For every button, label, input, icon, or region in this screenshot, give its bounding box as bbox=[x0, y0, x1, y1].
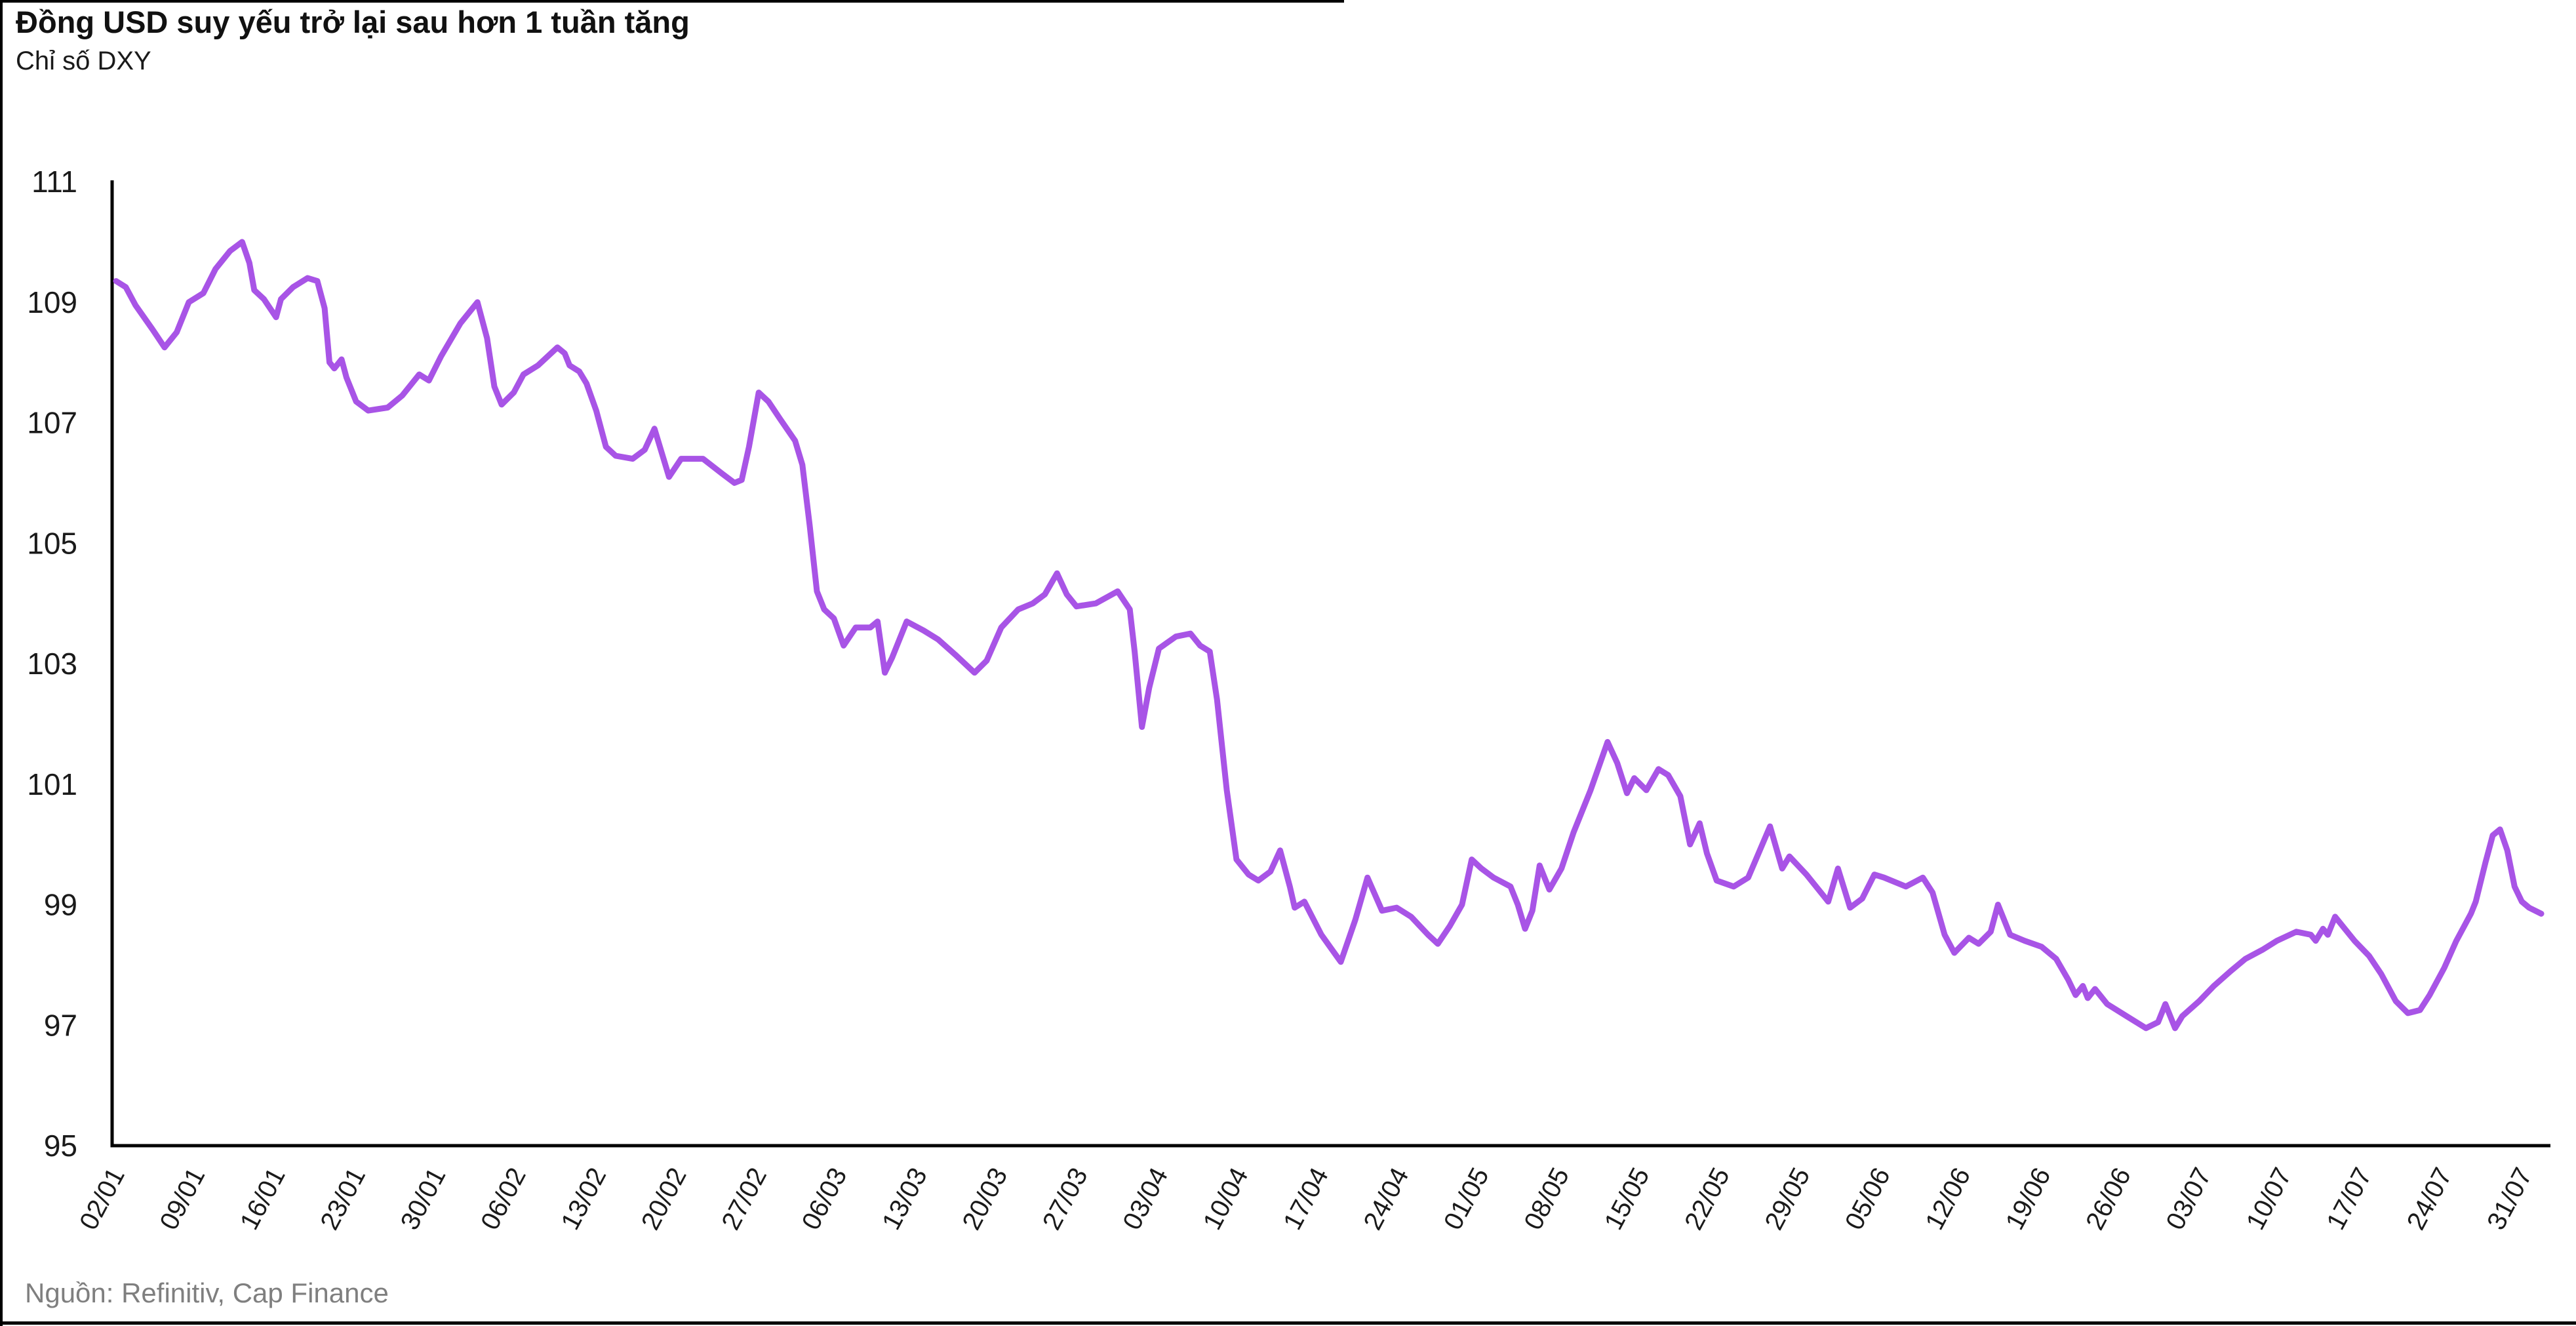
x-tick-label-24-04: 24/04 bbox=[1358, 1163, 1414, 1235]
x-tick-label-22-05: 22/05 bbox=[1679, 1163, 1735, 1235]
source-credit: Nguồn: Refinitiv, Cap Finance bbox=[25, 1277, 389, 1308]
x-tick-label-29-05: 29/05 bbox=[1759, 1163, 1815, 1235]
x-tick-label-16-01: 16/01 bbox=[235, 1163, 291, 1235]
x-tick-label-20-02: 20/02 bbox=[636, 1163, 692, 1235]
x-tick-label-12-06: 12/06 bbox=[1920, 1163, 1976, 1235]
frame-left-rule bbox=[0, 0, 3, 1326]
x-tick-label-03-04: 03/04 bbox=[1117, 1163, 1174, 1235]
x-tick-label-06-02: 06/02 bbox=[475, 1163, 532, 1235]
x-tick-label-13-03: 13/03 bbox=[877, 1163, 933, 1235]
frame-bottom-rule bbox=[0, 1321, 2576, 1325]
x-tick-label-13-02: 13/02 bbox=[555, 1163, 612, 1235]
x-tick-label-17-07: 17/07 bbox=[2321, 1163, 2377, 1235]
y-tick-label-97: 97 bbox=[44, 1008, 77, 1042]
y-tick-label-103: 103 bbox=[27, 647, 77, 681]
x-tick-label-19-06: 19/06 bbox=[2000, 1163, 2057, 1235]
x-tick-label-27-02: 27/02 bbox=[716, 1163, 772, 1235]
x-tick-label-17-04: 17/04 bbox=[1278, 1163, 1334, 1235]
chart-subtitle: Chỉ số DXY bbox=[16, 47, 151, 75]
x-tick-label-05-06: 05/06 bbox=[1840, 1163, 1896, 1235]
x-tick-label-02-01: 02/01 bbox=[74, 1163, 130, 1235]
x-tick-label-06-03: 06/03 bbox=[797, 1163, 853, 1235]
x-tick-label-01-05: 01/05 bbox=[1438, 1163, 1495, 1235]
y-tick-label-105: 105 bbox=[27, 526, 77, 560]
x-tick-label-27-03: 27/03 bbox=[1037, 1163, 1094, 1235]
x-tick-label-20-03: 20/03 bbox=[957, 1163, 1013, 1235]
x-tick-label-24-07: 24/07 bbox=[2402, 1163, 2458, 1235]
x-tick-label-10-04: 10/04 bbox=[1198, 1163, 1254, 1235]
y-tick-label-101: 101 bbox=[27, 767, 77, 801]
series-line-dxy bbox=[113, 239, 2545, 1032]
x-tick-label-10-07: 10/07 bbox=[2241, 1163, 2297, 1235]
y-tick-label-109: 109 bbox=[27, 285, 77, 319]
x-tick-label-15-05: 15/05 bbox=[1599, 1163, 1655, 1235]
x-tick-label-03-07: 03/07 bbox=[2160, 1163, 2217, 1235]
x-tick-label-08-05: 08/05 bbox=[1518, 1163, 1575, 1235]
x-tick-label-09-01: 09/01 bbox=[154, 1163, 210, 1235]
x-tick-label-26-06: 26/06 bbox=[2080, 1163, 2137, 1235]
x-tick-label-30-01: 30/01 bbox=[395, 1163, 452, 1235]
frame-top-rule bbox=[0, 0, 1344, 3]
y-tick-label-99: 99 bbox=[44, 888, 77, 922]
y-tick-label-95: 95 bbox=[44, 1129, 77, 1163]
x-tick-label-31-07: 31/07 bbox=[2482, 1163, 2538, 1235]
x-tick-label-23-01: 23/01 bbox=[315, 1163, 371, 1235]
y-tick-label-107: 107 bbox=[27, 406, 77, 440]
chart-title: Đồng USD suy yếu trở lại sau hơn 1 tuần … bbox=[16, 5, 690, 39]
y-tick-label-111: 111 bbox=[31, 165, 77, 199]
